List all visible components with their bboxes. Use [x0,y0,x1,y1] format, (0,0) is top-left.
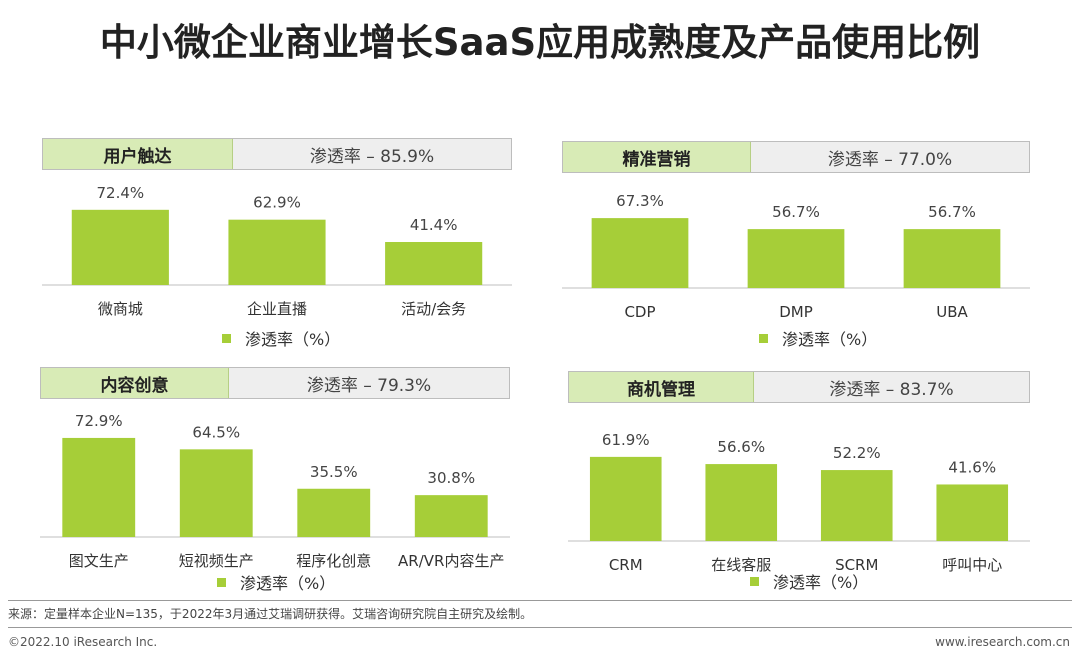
category-label: UBA [936,303,968,321]
category-label: SCRM [835,556,878,574]
copyright: ©2022.10 iResearch Inc. [8,635,158,649]
panel-rate: 渗透率 – 77.0% [827,149,953,170]
data-label: 52.2% [833,444,881,462]
category-label: 短视频生产 [179,552,254,570]
bar-chart: 72.4% 微商城 62.9% 企业直播 41.4% 活动/会务 [42,184,512,318]
legend: 渗透率（%） [750,569,868,593]
legend-label: 渗透率（%） [240,574,336,593]
data-label: 64.5% [192,423,240,441]
legend: 渗透率（%） [222,326,340,350]
bar [747,229,845,288]
legend-label: 渗透率（%） [245,330,341,349]
category-label: CRM [609,556,643,574]
panel-header: 用户触达 渗透率 – 85.9% [42,138,512,170]
data-label: 62.9% [253,194,301,212]
panel-header: 商机管理 渗透率 – 83.7% [568,371,1030,403]
bar [414,495,488,537]
category-label: CDP [624,303,655,321]
legend-swatch [750,576,759,586]
data-label: 67.3% [616,192,664,210]
panel-header: 精准营销 渗透率 – 77.0% [562,141,1030,173]
panel-name: 商机管理 [569,372,754,402]
legend-swatch [217,577,226,587]
category-label: 企业直播 [247,300,307,318]
data-label: 30.8% [427,469,475,487]
category-label: 微商城 [98,300,143,318]
data-label: 56.6% [717,438,765,456]
bar [385,242,483,285]
data-label: 56.7% [928,203,976,221]
source-note: 来源：定量样本企业N=135，于2022年3月通过艾瑞调研获得。艾瑞咨询研究院自… [8,607,533,621]
data-label: 35.5% [310,463,358,481]
panel-rate: 渗透率 – 79.3% [306,375,432,396]
bar-chart: 72.9% 图文生产 64.5% 短视频生产 35.5% 程序化创意 30.8% AR/VR内… [40,412,510,570]
data-label: 72.4% [97,184,145,202]
panel-name: 精准营销 [563,142,751,172]
category-label: DMP [779,303,813,321]
bar [705,464,778,541]
bar [228,219,326,285]
bar [589,456,662,541]
bar-chart: 67.3% CDP 56.7% DMP 56.7% UBA [562,192,1030,321]
category-label: 图文生产 [69,552,129,570]
page-title: 中小微企业商业增长SaaS应用成熟度及产品使用比例 [99,21,981,64]
category-label: AR/VR内容生产 [398,552,504,570]
panel-precision-marketing: 精准营销 渗透率 – 77.0% 67.3% CDP 56.7% DMP 56.7% UB… [562,141,1030,351]
category-label: 程序化创意 [296,552,371,570]
footer-divider [8,627,1072,628]
footer-divider [8,600,1072,601]
panel-content-creative: 内容创意 渗透率 – 79.3% 72.9% 图文生产 64.5% 短视频生产 35.5… [40,367,510,595]
category-label: 活动/会务 [401,300,466,318]
data-label: 72.9% [75,412,123,430]
legend: 渗透率（%） [759,326,877,350]
bar [903,229,1001,288]
legend-label: 渗透率（%） [782,330,878,349]
bar [936,484,1009,541]
category-label: 呼叫中心 [942,556,1002,574]
panel-user-reach: 用户触达 渗透率 – 85.9% 72.4% 微商城 62.9% 企业直播 41.4% 活… [42,138,512,350]
bar [297,488,371,537]
panel-rate: 渗透率 – 83.7% [829,379,954,400]
legend-swatch [759,333,768,343]
bar [71,209,169,285]
category-label: 在线客服 [711,556,771,574]
panel-header: 内容创意 渗透率 – 79.3% [40,367,510,399]
website: www.iresearch.com.cn [935,635,1070,649]
bar-chart: 61.9% CRM 56.6% 在线客服 52.2% SCRM 41.6% 呼叫中心 [568,431,1030,574]
bar [591,218,689,288]
legend: 渗透率（%） [217,570,335,594]
bar [179,449,253,537]
legend-swatch [222,333,231,343]
data-label: 41.4% [410,216,458,234]
bar [62,437,136,537]
data-label: 41.6% [948,458,996,476]
panel-rate: 渗透率 – 85.9% [309,146,435,167]
data-label: 56.7% [772,203,820,221]
panel-opportunity-management: 商机管理 渗透率 – 83.7% 61.9% CRM 56.6% 在线客服 52.2% S… [568,371,1030,593]
legend-label: 渗透率（%） [773,573,869,592]
panel-name: 内容创意 [41,368,229,398]
data-label: 61.9% [602,431,650,449]
panel-name: 用户触达 [43,139,233,169]
bar [820,470,893,541]
